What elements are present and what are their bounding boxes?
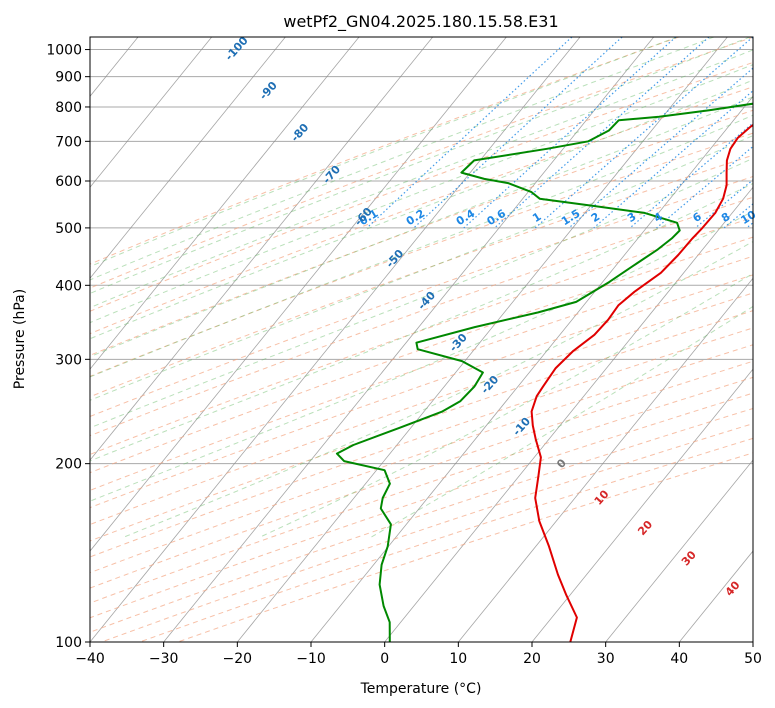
dry-adiabat-line xyxy=(90,216,753,455)
dry-adiabat-line xyxy=(90,196,753,437)
y-tick-label: 500 xyxy=(55,221,82,237)
x-tick-label: 20 xyxy=(523,651,541,667)
isotherm-line xyxy=(90,37,507,552)
dry-adiabat-line xyxy=(90,360,753,589)
temperature-profile xyxy=(530,123,753,642)
y-tick-label: 600 xyxy=(55,174,82,190)
mixing-ratio-line xyxy=(629,122,753,229)
plot-frame xyxy=(89,36,754,643)
moist-adiabat-line xyxy=(90,182,753,462)
y-tick-label: 1000 xyxy=(46,43,82,59)
mixing-ratio-line xyxy=(534,37,753,229)
mixing-ratio-line xyxy=(593,89,753,229)
chart-title: wetPf2_GN04.2025.180.15.58.E31 xyxy=(283,12,558,32)
dewpoint-profile xyxy=(335,102,753,642)
plot-area xyxy=(90,37,753,642)
isotherm-line xyxy=(237,37,728,642)
isotherm-line xyxy=(752,641,753,642)
moist-adiabat-line xyxy=(90,157,753,429)
moist-adiabat-line xyxy=(369,305,753,539)
x-tick-label: 30 xyxy=(597,651,615,667)
moist-adiabat-line xyxy=(90,49,753,309)
y-tick-label: 400 xyxy=(55,278,82,294)
isotherm-line xyxy=(605,459,753,642)
y-tick-label: 300 xyxy=(55,352,82,368)
moist-adiabat-line xyxy=(90,37,715,281)
x-tick-label: −20 xyxy=(223,651,253,667)
isotherm-line xyxy=(458,277,753,642)
moist-adiabat-line xyxy=(90,37,751,294)
mixing-ratio-line xyxy=(366,37,573,229)
x-tick-label: 10 xyxy=(449,651,467,667)
moist-adiabat-line xyxy=(122,240,753,539)
moist-adiabat-line xyxy=(90,64,753,324)
x-axis-label: Temperature (°C) xyxy=(360,681,482,697)
x-tick-label: 0 xyxy=(380,651,389,667)
x-tick-label: 50 xyxy=(744,651,762,667)
dry-adiabat-line xyxy=(90,132,753,377)
background-lines xyxy=(0,37,753,642)
dry-adiabat-line xyxy=(90,344,753,574)
y-tick-label: 900 xyxy=(55,70,82,86)
x-tick-label: 40 xyxy=(670,651,688,667)
dry-adiabat-line xyxy=(90,255,753,491)
x-tick-label: −10 xyxy=(296,651,326,667)
axes: −40 −30 −20 −10 0 10 20 30 40 50 100 200 300 400 500 60… xyxy=(46,43,762,667)
isotherm-line xyxy=(384,186,753,642)
dry-adiabat-line xyxy=(90,37,753,289)
x-tick-label: −30 xyxy=(149,651,179,667)
moist-adiabat-line xyxy=(90,114,753,378)
isotherm-line xyxy=(90,37,286,279)
isotherm-line xyxy=(163,37,655,642)
y-axis-label: Pressure (hPa) xyxy=(12,289,28,389)
dry-adiabat-line xyxy=(90,392,753,619)
isotherm-line xyxy=(90,37,213,188)
mixing-ratio-line xyxy=(695,179,753,229)
isotherm-line xyxy=(90,37,360,370)
isotherm-line xyxy=(0,37,64,642)
y-tick-label: 200 xyxy=(55,457,82,473)
isotherm-line xyxy=(531,368,753,642)
isotherm-line xyxy=(90,37,434,461)
moist-adiabat-line xyxy=(90,96,753,358)
y-tick-label: 700 xyxy=(55,134,82,150)
x-tick-label: −40 xyxy=(75,651,105,667)
dry-adiabat-line xyxy=(90,310,753,542)
profile-lines xyxy=(335,102,753,642)
isotherm-line xyxy=(90,37,581,642)
y-tick-label: 800 xyxy=(55,100,82,116)
y-tick-label: 100 xyxy=(55,635,82,651)
dry-adiabat-line xyxy=(90,154,753,398)
